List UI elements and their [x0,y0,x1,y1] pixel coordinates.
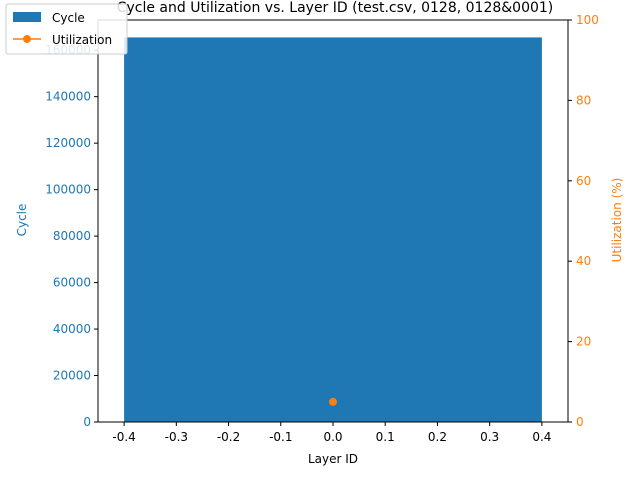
y-left-tick-label: 20000 [53,369,91,383]
legend-label-utilization: Utilization [52,33,112,47]
y-left-tick-label: 140000 [45,90,91,104]
y-left-tick-label: 60000 [53,276,91,290]
x-tick-label: 0.2 [428,430,447,444]
y-left-tick-label: 40000 [53,322,91,336]
point-utilization [329,397,337,406]
y-axis-right-label: Utilization (%) [610,178,624,263]
legend: Cycle Utilization [5,3,128,55]
legend-label-cycle: Cycle [52,11,85,25]
x-tick-label: -0.1 [269,430,292,444]
axis-ticks: -0.4 -0.3 -0.2 -0.1 0.0 0.1 0.2 0.3 0.4020000400… [45,13,599,444]
chart-title: Cycle and Utilization vs. Layer ID (test… [117,0,554,16]
x-tick-label: 0.3 [480,430,499,444]
x-axis-label: Layer ID [308,452,358,466]
y-left-tick-label: 100000 [45,183,91,197]
y-right-tick-label: 100 [576,13,599,27]
x-tick-label: 0.0 [323,430,342,444]
y-axis-left-label: Cycle [15,204,29,237]
y-right-tick-label: 20 [576,335,591,349]
y-left-tick-label: 120000 [45,136,91,150]
y-right-tick-label: 0 [576,415,584,429]
y-right-tick-label: 40 [576,254,591,268]
y-left-tick-label: 0 [83,415,91,429]
plot-area [124,37,542,423]
legend-swatch-utilization-marker [23,35,31,43]
y-right-tick-label: 80 [576,93,591,107]
x-tick-label: -0.4 [112,430,135,444]
x-tick-label: -0.3 [165,430,188,444]
bar-cycle [124,37,542,423]
legend-swatch-cycle [13,12,41,22]
y-left-tick-label: 80000 [53,229,91,243]
x-tick-label: 0.1 [376,430,395,444]
x-tick-label: -0.2 [217,430,240,444]
y-right-tick-label: 60 [576,174,591,188]
x-tick-label: 0.4 [532,430,551,444]
